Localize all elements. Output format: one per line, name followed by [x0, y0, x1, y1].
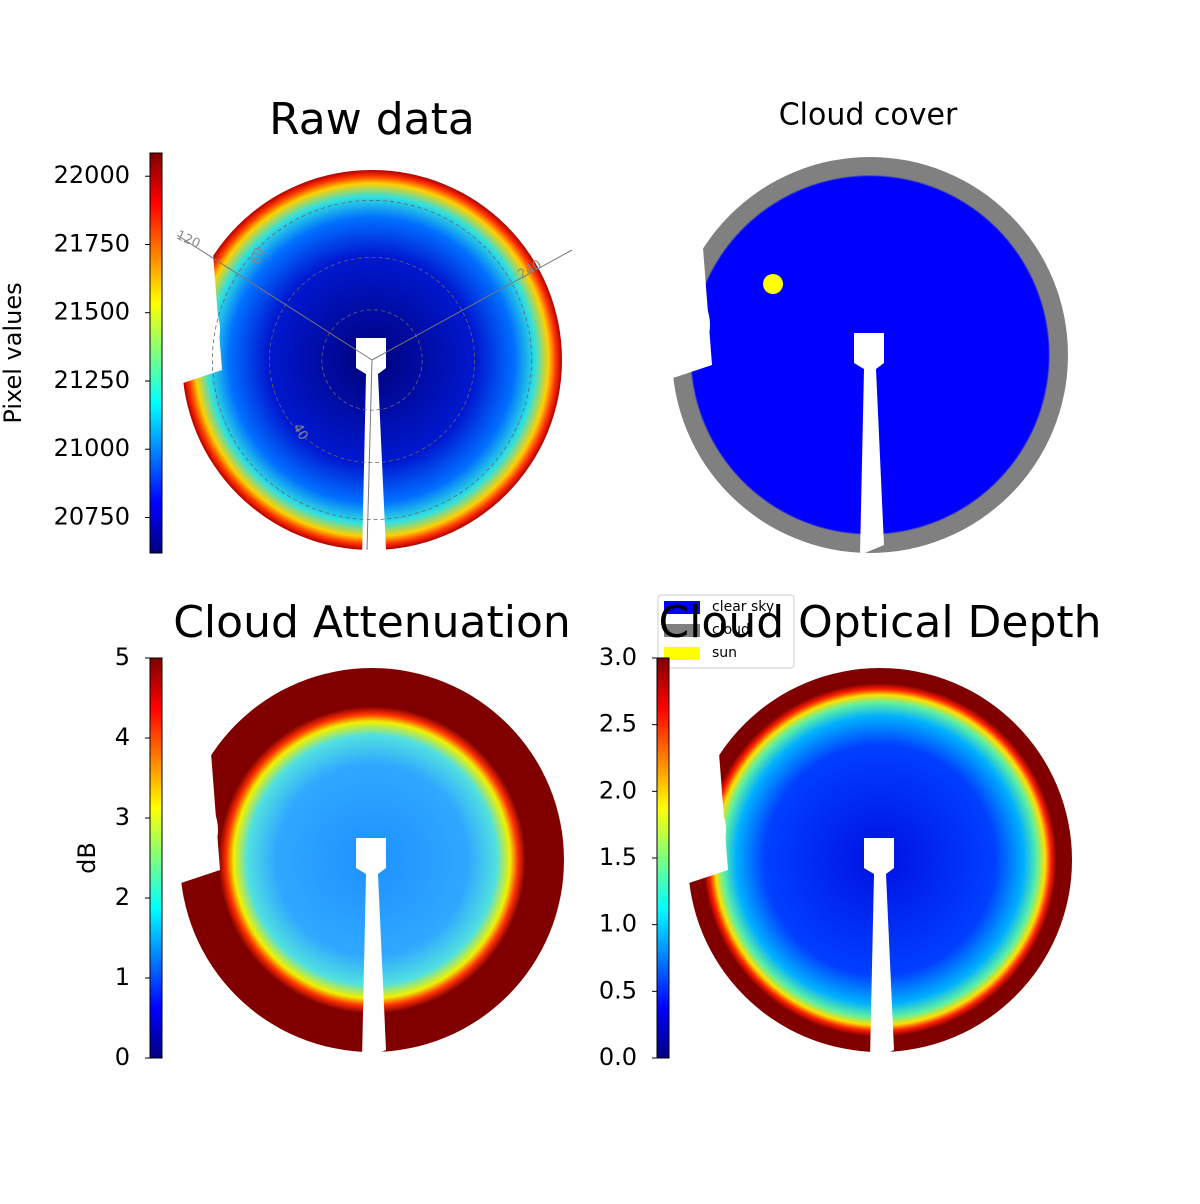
- colorbar-label: dB: [73, 842, 101, 874]
- colorbar-tick-label: 1: [115, 963, 130, 991]
- colorbar-tick-label: 2.5: [599, 710, 637, 738]
- colorbar-tick-label: 3: [115, 803, 130, 831]
- polar-grid: [268, 256, 475, 463]
- colorbar-tick-label: 21250: [54, 366, 130, 394]
- sun-marker: [763, 274, 783, 294]
- mast: [356, 338, 386, 560]
- colorbar-tick-label: 0.5: [599, 976, 637, 1004]
- colorbar: [149, 657, 163, 1059]
- colorbar-tick-label: 1.0: [599, 910, 637, 938]
- colorbar-tick-label: 2: [115, 883, 130, 911]
- colorbar-tick-label: 21750: [54, 229, 130, 257]
- image-cutout: [668, 720, 728, 890]
- panel: Cloud cover clear sky cloud sun: [614, 98, 1068, 669]
- polar-label: 40: [289, 421, 310, 443]
- polar-label: 60: [248, 246, 268, 267]
- colorbar: [656, 657, 670, 1059]
- panel-title: Cloud Optical Depth: [658, 597, 1101, 648]
- panel-title: Raw data: [269, 94, 475, 145]
- legend-swatch: [664, 601, 700, 614]
- legend-label: clear sky: [712, 599, 774, 615]
- legend-label: cloud: [712, 622, 750, 638]
- colorbar: [149, 152, 163, 554]
- colorbar-tick-label: 0.0: [599, 1043, 637, 1071]
- image-cutout: [652, 215, 712, 385]
- mast: [854, 333, 884, 555]
- panel-title: Cloud Attenuation: [173, 597, 571, 648]
- panel: Cloud Attenuation 0 1 2 3 4 5 dB: [73, 597, 571, 1071]
- legend-swatch: [664, 624, 700, 637]
- legend-label: sun: [712, 645, 737, 661]
- polar-grid: [211, 199, 533, 521]
- colorbar-tick-label: 3.0: [599, 643, 637, 671]
- image-cutout: [160, 720, 220, 890]
- mast: [356, 838, 386, 1060]
- colorbar-tick-label: 5: [115, 643, 130, 671]
- colorbar-tick-label: 4: [115, 723, 130, 751]
- colorbar-tick-label: 21500: [54, 298, 130, 326]
- colorbar-tick-label: 20750: [54, 503, 130, 531]
- colorbar-tick-label: 1.5: [599, 843, 637, 871]
- colorbar-tick-label: 22000: [54, 161, 130, 189]
- polar-grid: [321, 309, 423, 411]
- polar-spoke: [366, 359, 373, 551]
- colorbar-tick-label: 2.0: [599, 776, 637, 804]
- polar-spoke: [371, 249, 573, 361]
- legend: clear sky cloud sun: [657, 594, 795, 669]
- legend-swatch: [664, 647, 700, 660]
- polar-spoke: [176, 234, 373, 361]
- colorbar-tick-label: 21000: [54, 434, 130, 462]
- colorbar-tick-label: 0: [115, 1043, 130, 1071]
- mast: [864, 838, 894, 1060]
- panel-title: Cloud cover: [779, 98, 958, 133]
- image-cutout: [162, 220, 222, 390]
- panel: Cloud Optical Depth 0.0 0.5 1.0 1.5 2.0 2.5 3.0: [599, 597, 1102, 1071]
- colorbar-label: Pixel values: [0, 282, 27, 423]
